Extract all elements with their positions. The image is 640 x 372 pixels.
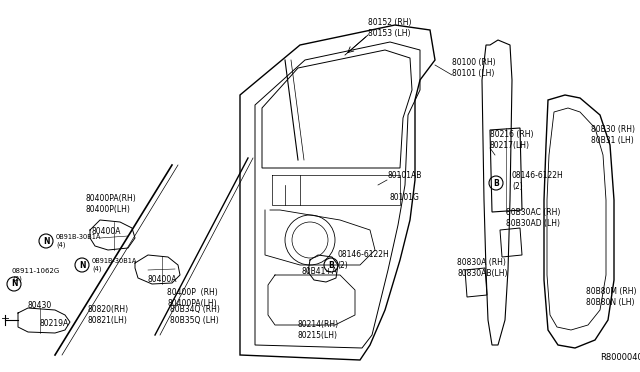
Text: B: B xyxy=(493,179,499,187)
Text: 80216 (RH)
80217(LH): 80216 (RH) 80217(LH) xyxy=(490,130,534,150)
Text: 0B91B-30B1A
(4): 0B91B-30B1A (4) xyxy=(56,234,101,248)
Text: 80400PA(RH)
80400P(LH): 80400PA(RH) 80400P(LH) xyxy=(86,194,137,214)
Text: 80B41+A: 80B41+A xyxy=(301,266,337,276)
Text: 08911-1062G
(2): 08911-1062G (2) xyxy=(12,268,60,282)
Text: 80820(RH)
80821(LH): 80820(RH) 80821(LH) xyxy=(88,305,129,325)
Text: N: N xyxy=(79,260,85,269)
Text: 80400P  (RH)
80400PA(LH): 80400P (RH) 80400PA(LH) xyxy=(167,288,218,308)
Text: N: N xyxy=(11,279,17,289)
Text: 80219A: 80219A xyxy=(40,318,69,327)
Text: 80B30AC (RH)
80B30AD (LH): 80B30AC (RH) 80B30AD (LH) xyxy=(506,208,561,228)
Text: 80430: 80430 xyxy=(28,301,52,311)
Text: 08146-6122H
(2): 08146-6122H (2) xyxy=(337,250,388,270)
Text: 80101AB: 80101AB xyxy=(387,170,421,180)
Text: 80830A (RH)
80830AB(LH): 80830A (RH) 80830AB(LH) xyxy=(457,258,508,278)
Text: 80B34Q (RH)
80B35Q (LH): 80B34Q (RH) 80B35Q (LH) xyxy=(170,305,220,325)
Text: N: N xyxy=(43,237,49,246)
Text: 80101G: 80101G xyxy=(389,193,419,202)
Text: 80400A: 80400A xyxy=(91,228,120,237)
Text: 80B80M (RH)
80B80N (LH): 80B80M (RH) 80B80N (LH) xyxy=(586,287,637,307)
Text: 80214(RH)
80215(LH): 80214(RH) 80215(LH) xyxy=(298,320,339,340)
Text: 08146-6122H
(2): 08146-6122H (2) xyxy=(512,171,564,191)
Text: 0B91B-30B1A
(4): 0B91B-30B1A (4) xyxy=(92,258,138,272)
Text: B: B xyxy=(328,260,334,269)
Text: 80400A: 80400A xyxy=(148,275,177,283)
Text: 80100 (RH)
80101 (LH): 80100 (RH) 80101 (LH) xyxy=(452,58,495,78)
Text: 80B30 (RH)
80B31 (LH): 80B30 (RH) 80B31 (LH) xyxy=(591,125,635,145)
Text: R8000040: R8000040 xyxy=(600,353,640,362)
Text: 80152 (RH)
80153 (LH): 80152 (RH) 80153 (LH) xyxy=(368,18,412,38)
